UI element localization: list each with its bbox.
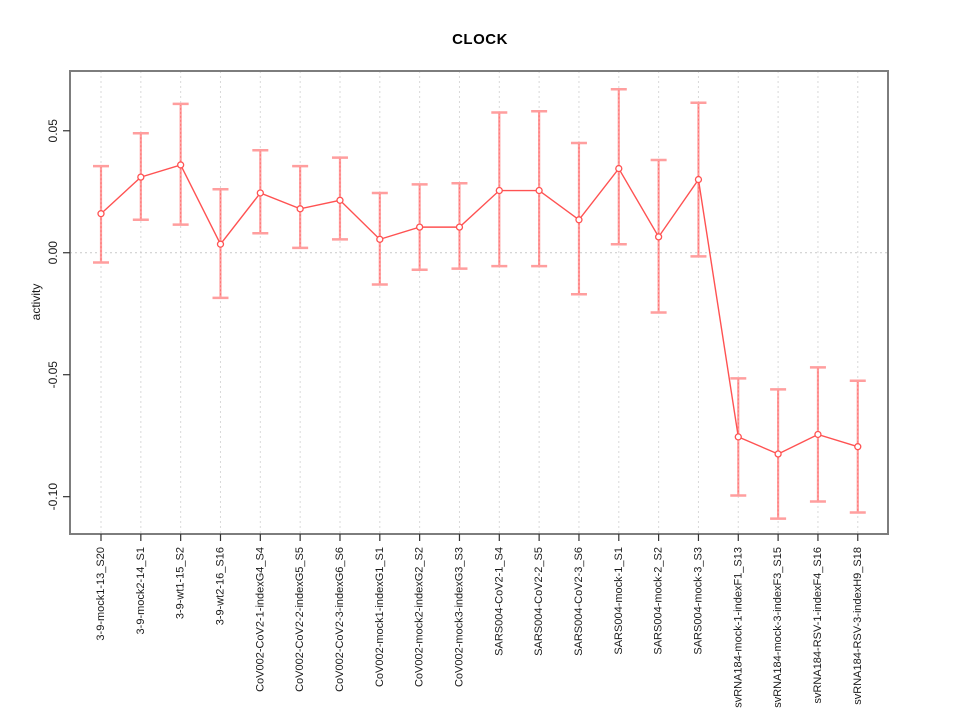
data-point	[137, 173, 145, 181]
data-point	[296, 205, 304, 213]
x-tick-label: 3-9-wt2-16_S16	[214, 547, 226, 625]
x-tick-label: svRNA184-mock-3-indexF3_S15	[772, 547, 784, 708]
data-point	[216, 240, 225, 248]
y-tick-label: 0.00	[46, 241, 60, 265]
x-tick-label: SARS004-mock-3_S3	[692, 547, 704, 655]
data-point	[694, 175, 703, 184]
x-tick-label: svRNA184-RSV-3-indexH9_S18	[852, 547, 864, 705]
data-point	[654, 233, 663, 241]
x-tick-label: CoV002-CoV2-2-indexG5_S5	[294, 547, 306, 692]
x-tick-label: CoV002-mock1-indexG1_S1	[374, 547, 386, 687]
series-line	[100, 164, 858, 455]
y-tick-label: -0.10	[46, 483, 60, 511]
y-tick-label: 0.05	[46, 119, 60, 143]
x-tick-label: SARS004-CoV2-1_S4	[493, 547, 505, 656]
x-tick-label: 3-9-mock1-13_S20	[95, 547, 107, 641]
x-tick-label: CoV002-CoV2-3-indexG6_S6	[334, 547, 346, 692]
data-point	[615, 164, 623, 173]
y-tick-label: -0.05	[46, 361, 60, 389]
x-tick-label: 3-9-mock2-14_S1	[135, 547, 147, 634]
data-point	[575, 216, 583, 224]
data-point	[814, 430, 822, 439]
data-point	[455, 223, 464, 231]
x-tick-label: SARS004-mock-1_S1	[613, 547, 625, 655]
data-point	[535, 186, 543, 195]
x-tick-label: SARS004-CoV2-2_S5	[533, 547, 545, 656]
x-tick-label: svRNA184-RSV-1-indexF4_S16	[812, 547, 824, 704]
x-tick-label: CoV002-CoV2-1-indexG4_S4	[254, 547, 266, 692]
data-point	[774, 450, 782, 458]
data-point	[376, 235, 384, 243]
data-point	[734, 433, 742, 441]
x-tick-label: svRNA184-mock-1-indexF1_S13	[732, 547, 744, 708]
data-point	[336, 196, 344, 204]
data-point	[415, 223, 424, 231]
data-point	[495, 186, 503, 195]
x-tick-label: 3-9-wt1-15_S2	[175, 547, 187, 619]
x-tick-label: CoV002-mock3-indexG3_S3	[453, 547, 465, 687]
data-point	[97, 210, 105, 218]
x-tick-label: SARS004-CoV2-3_S6	[573, 547, 585, 656]
data-point	[854, 443, 862, 451]
plot-frame	[69, 70, 889, 535]
chart-title: CLOCK	[452, 31, 508, 48]
data-point	[177, 161, 185, 169]
x-tick-label: CoV002-mock2-indexG2_S2	[414, 547, 426, 687]
x-tick-label: SARS004-mock-2_S2	[653, 547, 665, 655]
data-point	[256, 189, 264, 197]
